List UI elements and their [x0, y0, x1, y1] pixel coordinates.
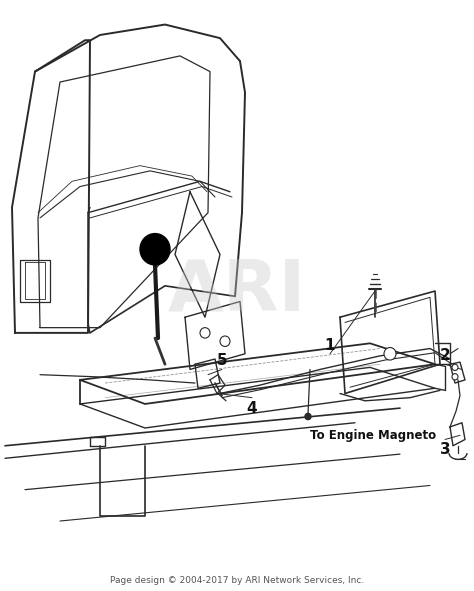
Circle shape — [452, 364, 458, 371]
Text: To Engine Magneto: To Engine Magneto — [310, 429, 436, 442]
Text: 4: 4 — [246, 401, 257, 415]
Circle shape — [220, 336, 230, 346]
Text: 2: 2 — [439, 348, 450, 363]
Circle shape — [140, 233, 170, 265]
Text: ARI: ARI — [168, 256, 306, 326]
Circle shape — [305, 413, 311, 420]
Text: Page design © 2004-2017 by ARI Network Services, Inc.: Page design © 2004-2017 by ARI Network S… — [110, 576, 364, 585]
Text: 3: 3 — [440, 443, 450, 457]
Text: 5: 5 — [217, 353, 228, 368]
Circle shape — [200, 327, 210, 338]
Circle shape — [452, 374, 458, 380]
Text: 1: 1 — [325, 338, 335, 353]
Circle shape — [384, 348, 396, 360]
